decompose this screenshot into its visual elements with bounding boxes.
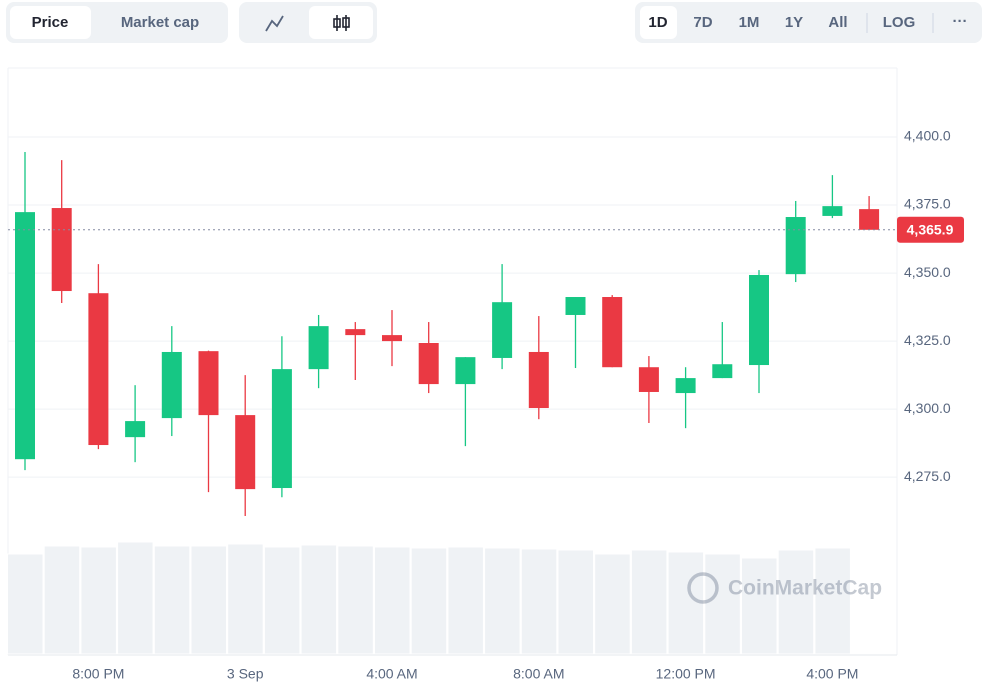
volume-bar (777, 549, 815, 655)
log-toggle[interactable]: LOG (883, 14, 916, 31)
candle-body (712, 364, 733, 379)
volume-bar (557, 549, 594, 655)
candle-body (88, 293, 109, 446)
tab[interactable]: Market cap (121, 14, 199, 31)
candle-body (528, 351, 549, 409)
y-tick-label: 4,275.0 (904, 468, 951, 484)
volume-layer (7, 541, 851, 655)
volume-bar (7, 553, 44, 655)
range-group (635, 2, 982, 43)
range-selected[interactable] (640, 6, 677, 39)
volume-bar (337, 545, 374, 655)
volume-bar (520, 548, 558, 655)
y-tick-label: 4,400.0 (904, 128, 951, 144)
volume-bar (43, 545, 81, 655)
candle-body (15, 212, 35, 460)
candle-body (271, 369, 292, 489)
candle-body (859, 209, 880, 230)
x-tick-label: 3 Sep (227, 666, 264, 682)
range[interactable]: 7D (693, 14, 712, 31)
range[interactable]: 1D (648, 14, 667, 31)
volume-bar (594, 553, 631, 655)
tab-selected[interactable] (10, 6, 91, 39)
candle-body (492, 302, 513, 358)
volume-bar (263, 546, 301, 655)
tab[interactable]: Price (32, 14, 69, 31)
watermark: CoinMarketCap (687, 572, 882, 604)
candle-icon[interactable] (333, 15, 350, 31)
watermark-text: CoinMarketCap (728, 577, 882, 600)
y-tick-label: 4,375.0 (904, 196, 951, 212)
y-tick-label: 4,325.0 (904, 332, 951, 348)
candle-body (602, 297, 623, 368)
volume-bar (227, 543, 264, 655)
candle-body (161, 351, 182, 419)
volume-bar (484, 547, 521, 655)
volume-bar (153, 545, 191, 655)
price-tag (897, 216, 964, 243)
x-tick-label: 4:00 PM (806, 666, 858, 682)
volume-bar (374, 546, 411, 655)
volume-bar (814, 547, 851, 655)
candle-body (455, 357, 476, 385)
candle-body (675, 378, 696, 394)
volume-bar (667, 551, 705, 655)
candle-body (345, 329, 366, 336)
candle-body (308, 326, 329, 370)
volume-bar (117, 541, 154, 655)
y-tick-label: 4,350.0 (904, 264, 951, 280)
volume-bar (410, 547, 448, 655)
line-icon[interactable] (265, 15, 284, 32)
watermark-logo (687, 572, 719, 604)
volume-bar (447, 546, 484, 655)
range[interactable]: 1M (739, 14, 760, 31)
candle-body (565, 297, 586, 315)
x-tick-label: 8:00 AM (513, 666, 564, 682)
candle-body (418, 342, 439, 385)
volume-bar (300, 544, 338, 655)
candle-body (125, 421, 146, 438)
volume-bar (80, 546, 117, 655)
candle-body (198, 351, 219, 416)
y-tick-label: 4,300.0 (904, 400, 951, 416)
candle-body (749, 274, 769, 366)
candle-body (51, 208, 72, 292)
more-button[interactable]: ··· (953, 13, 968, 30)
volume-bar (741, 557, 778, 655)
range[interactable]: All (828, 14, 847, 31)
candle-body (382, 335, 402, 342)
candle-body (822, 206, 843, 216)
x-tick-label: 8:00 PM (72, 666, 124, 682)
candle-body (638, 367, 659, 392)
candle-body (235, 415, 256, 490)
x-tick-label: 4:00 AM (366, 666, 417, 682)
x-tick-label: 12:00 PM (656, 666, 716, 682)
type-selected[interactable] (309, 6, 373, 39)
volume-bar (190, 545, 227, 655)
price-tag-label: 4,365.9 (907, 222, 954, 238)
candle-body (785, 217, 806, 275)
volume-bar (704, 553, 741, 655)
range[interactable]: 1Y (785, 14, 803, 31)
volume-bar (630, 549, 668, 655)
